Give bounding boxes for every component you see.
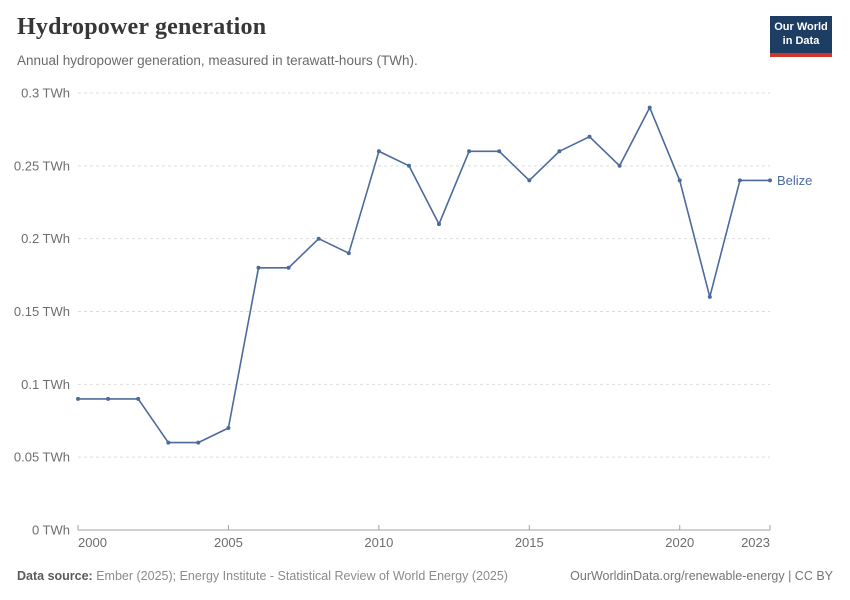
data-source-text: Ember (2025); Energy Institute - Statist… (92, 569, 508, 583)
y-tick-label: 0.15 TWh (14, 304, 70, 319)
data-source-note: Data source: Ember (2025); Energy Instit… (17, 568, 508, 585)
y-tick-label: 0.05 TWh (14, 450, 70, 465)
data-point[interactable] (166, 440, 171, 445)
x-tick-label: 2005 (214, 535, 243, 550)
y-tick-label: 0.25 TWh (14, 158, 70, 173)
data-point[interactable] (737, 178, 742, 183)
owid-logo[interactable]: Our World in Data (770, 16, 832, 57)
x-tick-label: 2023 (741, 535, 770, 550)
y-tick-label: 0 TWh (32, 523, 70, 538)
data-point[interactable] (497, 149, 502, 154)
owid-footer-link[interactable]: OurWorldinData.org/renewable-energy | CC… (570, 569, 833, 583)
data-point[interactable] (256, 265, 261, 270)
data-point[interactable] (136, 396, 141, 401)
data-point[interactable] (768, 178, 772, 183)
logo-text-line1: Our World (774, 21, 828, 33)
data-point[interactable] (557, 149, 562, 154)
x-tick-label: 2010 (364, 535, 393, 550)
data-point[interactable] (437, 222, 441, 227)
y-tick-label: 0.3 TWh (21, 86, 70, 101)
data-point[interactable] (196, 440, 201, 445)
x-tick-label: 2015 (515, 535, 544, 550)
data-point[interactable] (376, 149, 381, 154)
y-tick-label: 0.2 TWh (21, 231, 70, 246)
data-source-label: Data source: (17, 569, 93, 583)
data-point[interactable] (407, 163, 411, 168)
y-tick-label: 0.1 TWh (21, 377, 70, 392)
data-point[interactable] (316, 236, 321, 241)
data-point[interactable] (617, 163, 622, 168)
data-point[interactable] (226, 426, 231, 430)
page-title: Hydropower generation (17, 14, 267, 40)
data-point[interactable] (286, 265, 291, 270)
data-point[interactable] (647, 105, 652, 110)
data-point[interactable] (467, 149, 472, 154)
series-label-belize[interactable]: Belize (777, 173, 812, 188)
x-tick-label: 2020 (665, 535, 694, 550)
chart-subtitle: Annual hydropower generation, measured i… (17, 53, 418, 68)
data-point[interactable] (106, 396, 111, 401)
series-line-belize[interactable] (77, 106, 771, 444)
data-point[interactable] (346, 251, 351, 256)
logo-text-line2: in Data (782, 35, 820, 48)
data-point[interactable] (527, 178, 532, 183)
data-point[interactable] (76, 396, 80, 401)
x-tick-label: 2000 (78, 535, 107, 550)
data-point[interactable] (677, 178, 682, 183)
data-point[interactable] (707, 294, 712, 299)
data-point[interactable] (587, 134, 592, 139)
